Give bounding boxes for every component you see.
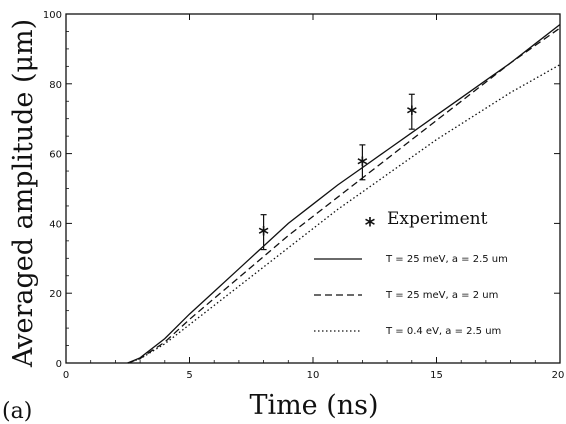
legend-label-2: T = 25 meV, a = 2 um — [385, 290, 498, 301]
x-tick-label: 20 — [552, 370, 565, 381]
y-tick-label: 80 — [49, 80, 62, 91]
y-tick-label: 20 — [49, 289, 62, 300]
experiment-points: * * * — [258, 93, 418, 251]
series-line-3 — [127, 64, 561, 364]
series-line-1 — [127, 23, 561, 364]
experiment-point: * — [258, 214, 269, 251]
legend: * Experiment T = 25 meV, a = 2.5 um T = 25 … — [314, 209, 508, 337]
axis-ticks: 0 5 10 15 20 0 20 40 60 80 100 — [43, 10, 564, 381]
legend-marker-experiment: * — [365, 213, 376, 237]
legend-label-1: T = 25 meV, a = 2.5 um — [385, 254, 508, 265]
y-tick-label: 0 — [56, 359, 62, 370]
x-tick-label: 10 — [307, 370, 320, 381]
plot-frame — [65, 13, 561, 364]
y-axis-title: Averaged amplitude (μm) — [8, 19, 39, 368]
plot-area-frame — [65, 13, 561, 364]
y-tick-label: 40 — [49, 219, 62, 230]
x-tick-label: 5 — [186, 370, 192, 381]
panel-label: (a) — [2, 399, 32, 424]
asterisk-marker: * — [357, 152, 368, 176]
x-tick-label: 0 — [63, 370, 69, 381]
x-axis-title: Time (ns) — [249, 390, 378, 421]
series-line-2 — [127, 27, 561, 364]
experiment-point: * — [407, 93, 418, 130]
y-tick-label: 100 — [43, 10, 62, 21]
legend-label-3: T = 0.4 eV, a = 2.5 um — [385, 326, 501, 337]
y-tick-label: 60 — [49, 150, 62, 161]
asterisk-marker: * — [258, 222, 269, 246]
asterisk-marker: * — [407, 102, 418, 126]
series-lines — [127, 23, 561, 364]
x-tick-label: 15 — [430, 370, 443, 381]
experiment-point: * — [357, 144, 368, 181]
legend-label-experiment: Experiment — [387, 209, 488, 229]
